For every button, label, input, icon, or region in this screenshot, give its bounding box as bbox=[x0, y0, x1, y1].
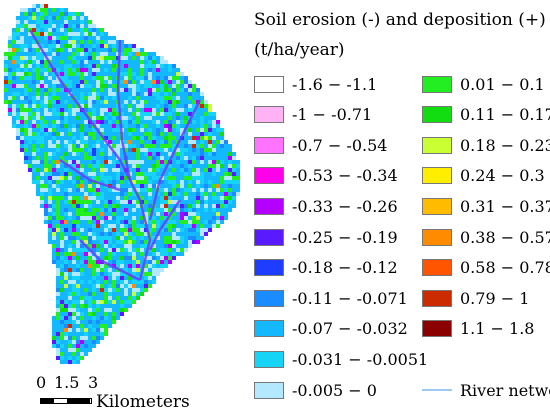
legend-item: -1.6 − -1.1 bbox=[254, 73, 377, 95]
legend-item: -0.33 − -0.26 bbox=[254, 195, 398, 217]
legend-item: 0.79 − 1 bbox=[422, 287, 529, 309]
legend-item: 0.18 − 0.23 bbox=[422, 134, 550, 156]
river-channel bbox=[116, 39, 132, 181]
legend-swatch bbox=[254, 350, 284, 368]
legend-label: -0.031 − -0.0051 bbox=[292, 349, 429, 369]
legend-label: 0.18 − 0.23 bbox=[460, 135, 550, 155]
legend-item: 0.38 − 0.57 bbox=[422, 226, 550, 248]
legend-swatch bbox=[422, 197, 452, 215]
legend-item: -1 − -0.71 bbox=[254, 104, 372, 126]
legend-unit: (t/ha/year) bbox=[254, 40, 345, 60]
legend-item: -0.005 − 0 bbox=[254, 379, 377, 401]
legend-label: -0.005 − 0 bbox=[292, 380, 377, 400]
scale-tick-0: 0 bbox=[36, 373, 47, 392]
legend-swatch bbox=[254, 259, 284, 277]
legend-swatch bbox=[254, 381, 284, 399]
legend-label: -0.11 − -0.071 bbox=[292, 288, 408, 308]
legend-label: -0.33 − -0.26 bbox=[292, 196, 398, 216]
legend-label: -0.53 − -0.34 bbox=[292, 166, 398, 186]
legend-swatch bbox=[254, 106, 284, 124]
legend-label: 1.1 − 1.8 bbox=[460, 319, 535, 339]
legend-swatch bbox=[254, 136, 284, 154]
legend-label: 0.38 − 0.57 bbox=[460, 227, 550, 247]
legend-item: -0.7 − -0.54 bbox=[254, 134, 387, 156]
river-channel bbox=[28, 29, 152, 281]
legend-label: River network bbox=[460, 380, 550, 400]
legend-swatch bbox=[254, 289, 284, 307]
legend-swatch bbox=[422, 259, 452, 277]
scale-tick-1: 1.5 bbox=[54, 373, 80, 392]
scale-bar: 0 1.5 3 Kilometers bbox=[36, 373, 216, 413]
legend-label: 0.24 − 0.3 bbox=[460, 166, 545, 186]
river-channel bbox=[59, 158, 121, 192]
river-line-swatch bbox=[422, 389, 452, 391]
legend-swatch bbox=[254, 197, 284, 215]
legend-swatch bbox=[422, 167, 452, 185]
legend-label: 0.58 − 0.78 bbox=[460, 258, 550, 278]
legend-item: -0.18 − -0.12 bbox=[254, 257, 398, 279]
river-channel bbox=[79, 239, 141, 282]
river-channel bbox=[148, 199, 182, 251]
legend-item: 0.58 − 0.78 bbox=[422, 257, 550, 279]
legend-item: 0.24 − 0.3 bbox=[422, 165, 545, 187]
legend-swatch bbox=[422, 228, 452, 246]
legend-item: 0.01 − 0.1 bbox=[422, 73, 545, 95]
legend-item: -0.25 − -0.19 bbox=[254, 226, 398, 248]
raster-cells bbox=[4, 4, 240, 364]
scale-tick-2: 3 bbox=[88, 373, 99, 392]
legend-item: 0.31 − 0.37 bbox=[422, 195, 550, 217]
river-channel bbox=[148, 99, 202, 221]
legend-swatch bbox=[254, 167, 284, 185]
legend-item: -0.07 − -0.032 bbox=[254, 318, 408, 340]
legend-swatch bbox=[422, 320, 452, 338]
legend-swatch bbox=[254, 320, 284, 338]
legend-item: -0.53 − -0.34 bbox=[254, 165, 398, 187]
legend-label: 0.79 − 1 bbox=[460, 288, 530, 308]
legend-label: -0.18 − -0.12 bbox=[292, 258, 398, 278]
legend-item: 0.11 − 0.17 bbox=[422, 104, 550, 126]
legend-item: -0.031 − -0.0051 bbox=[254, 348, 428, 370]
legend-label: 0.31 − 0.37 bbox=[460, 196, 550, 216]
legend-swatch bbox=[254, 228, 284, 246]
legend-label: 0.11 − 0.17 bbox=[460, 105, 550, 125]
scale-unit: Kilometers bbox=[96, 392, 190, 412]
legend-item: -0.11 − -0.071 bbox=[254, 287, 408, 309]
legend-label: -0.25 − -0.19 bbox=[292, 227, 398, 247]
legend-label: -0.7 − -0.54 bbox=[292, 135, 388, 155]
legend-label: 0.01 − 0.1 bbox=[460, 74, 545, 94]
legend-swatch bbox=[422, 289, 452, 307]
legend-item-river: River network bbox=[422, 379, 550, 401]
legend-label: -0.07 − -0.032 bbox=[292, 319, 408, 339]
legend-swatch bbox=[422, 136, 452, 154]
legend-label: -1 − -0.71 bbox=[292, 105, 373, 125]
legend-item: 1.1 − 1.8 bbox=[422, 318, 534, 340]
legend-swatch bbox=[422, 106, 452, 124]
legend-label: -1.6 − -1.1 bbox=[292, 74, 378, 94]
legend-swatch bbox=[422, 75, 452, 93]
erosion-map bbox=[4, 4, 240, 364]
scale-bar-graphic bbox=[40, 398, 92, 404]
legend-title: Soil erosion (-) and deposition (+) bbox=[254, 10, 546, 30]
legend-swatch bbox=[254, 75, 284, 93]
